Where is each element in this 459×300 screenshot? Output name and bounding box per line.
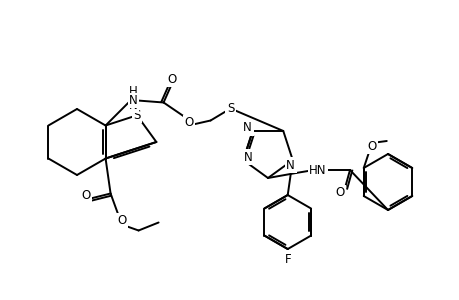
Text: F: F [284, 253, 291, 266]
Text: O: O [117, 214, 126, 227]
Text: O: O [184, 116, 193, 129]
Text: S: S [133, 109, 140, 122]
Text: O: O [167, 73, 176, 86]
Text: O: O [81, 189, 90, 202]
Text: N: N [243, 122, 252, 134]
Text: N: N [243, 151, 252, 164]
Text: N: N [129, 94, 138, 107]
Text: N: N [286, 158, 295, 172]
Text: S: S [226, 102, 234, 115]
Text: H: H [129, 85, 138, 98]
Text: HN: HN [308, 164, 326, 176]
Text: O: O [366, 140, 375, 152]
Text: O: O [335, 187, 344, 200]
Text: H
N: H N [129, 83, 138, 112]
